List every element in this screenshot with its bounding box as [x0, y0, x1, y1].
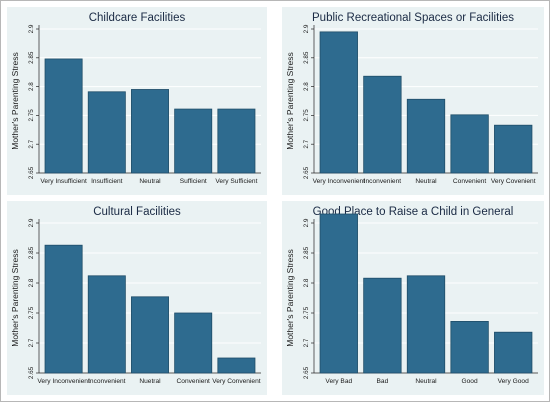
x-tick-label: Convenient [453, 178, 487, 185]
x-tick-label: Neutral [139, 178, 161, 185]
y-tick-label: 2.65 [28, 366, 35, 379]
bar-1 [44, 244, 83, 374]
chart-title: Public Recreational Spaces or Facilities [312, 12, 514, 24]
bar-3 [406, 275, 446, 374]
bar-2 [87, 91, 126, 174]
bar-1 [319, 31, 358, 174]
chart-svg-2: Public Recreational Spaces or Facilities… [285, 12, 538, 185]
x-tick-label: Neutral [415, 178, 437, 185]
bar-1 [44, 58, 83, 174]
chart-panel-1: Childcare Facilities Mother's Parenting S… [7, 7, 267, 195]
x-tick-label: Bad [377, 378, 389, 385]
chart-svg-4: Good Place to Raise a Child in General Mo… [285, 206, 538, 385]
chart-title: Childcare Facilities [89, 12, 186, 24]
y-tick-label: 2.7 [28, 139, 35, 148]
y-tick-label: 2.9 [28, 218, 35, 227]
chart-svg-3: Cultural Facilities Mother's Parenting St… [10, 206, 261, 385]
chart-panel-3: Cultural Facilities Mother's Parenting St… [7, 201, 267, 395]
y-tick-label: 2.8 [303, 278, 310, 287]
chart-title: Good Place to Raise a Child in General [313, 206, 514, 218]
y-tick-label: 2.65 [303, 366, 310, 379]
y-tick-label: 2.8 [303, 82, 310, 91]
y-tick-label: 2.85 [303, 246, 310, 259]
x-tick-label: Very Bad [325, 378, 352, 385]
x-tick-label: Insufficient [91, 178, 123, 185]
y-axis-label: Mother's Parenting Stress [285, 52, 295, 150]
y-tick-label: 2.75 [303, 306, 310, 319]
y-tick-label: 2.75 [28, 306, 35, 319]
bar-3 [131, 296, 169, 374]
x-tick-label: Very Sufficient [215, 178, 257, 185]
x-tick-label: Good [462, 378, 478, 385]
y-axis-label: Mother's Parenting Stress [285, 249, 295, 347]
y-tick-label: 2.7 [28, 338, 35, 347]
bar-5 [494, 331, 533, 374]
y-axis-label: Mother's Parenting Stress [10, 249, 20, 347]
chart-panel-4: Good Place to Raise a Child in General Mo… [282, 201, 544, 395]
y-tick-label: 2.9 [28, 24, 35, 33]
y-tick-label: 2.9 [303, 24, 310, 33]
chart-panel-2: Public Recreational Spaces or Facilities… [282, 7, 544, 195]
y-tick-label: 2.65 [28, 166, 35, 179]
x-tick-label: Very Inconvenient [313, 178, 366, 185]
x-tick-label: Very Good [498, 378, 529, 385]
bar-3 [406, 98, 446, 174]
x-tick-label: Neutral [415, 378, 437, 385]
x-tick-label: Nuetral [139, 378, 161, 385]
x-tick-label: Inconvenient [88, 378, 126, 385]
chart-title: Cultural Facilities [93, 206, 181, 218]
x-tick-label: Very Inconvenient [37, 378, 90, 385]
y-tick-label: 2.8 [28, 278, 35, 287]
bar-2 [87, 275, 126, 374]
y-tick-label: 2.65 [303, 166, 310, 179]
x-tick-label: Inconvenient [364, 178, 402, 185]
bar-4 [450, 114, 489, 174]
y-tick-label: 2.7 [303, 338, 310, 347]
y-tick-label: 2.75 [303, 109, 310, 122]
bar-5 [217, 108, 256, 174]
y-tick-label: 2.8 [28, 82, 35, 91]
bar-4 [174, 108, 213, 174]
chart-svg-1: Childcare Facilities Mother's Parenting S… [10, 12, 261, 185]
x-tick-label: Sufficient [180, 178, 207, 185]
x-tick-label: Convenient [177, 378, 211, 385]
y-axis-label: Mother's Parenting Stress [10, 52, 20, 150]
y-tick-label: 2.85 [28, 51, 35, 64]
y-tick-label: 2.85 [303, 51, 310, 64]
y-tick-label: 2.9 [303, 218, 310, 227]
bar-5 [217, 357, 256, 374]
y-tick-label: 2.75 [28, 109, 35, 122]
x-tick-label: Very Convenient [212, 378, 261, 385]
bar-2 [363, 75, 402, 174]
bar-4 [174, 312, 213, 374]
bar-3 [131, 89, 169, 174]
x-tick-label: Very Covenient [491, 178, 536, 185]
bar-5 [494, 124, 533, 174]
y-tick-label: 2.85 [28, 246, 35, 259]
bar-2 [363, 277, 402, 374]
x-tick-label: Very Insufficient [40, 178, 87, 185]
y-tick-label: 2.7 [303, 139, 310, 148]
bar-4 [450, 321, 489, 374]
bar-1 [319, 213, 358, 374]
